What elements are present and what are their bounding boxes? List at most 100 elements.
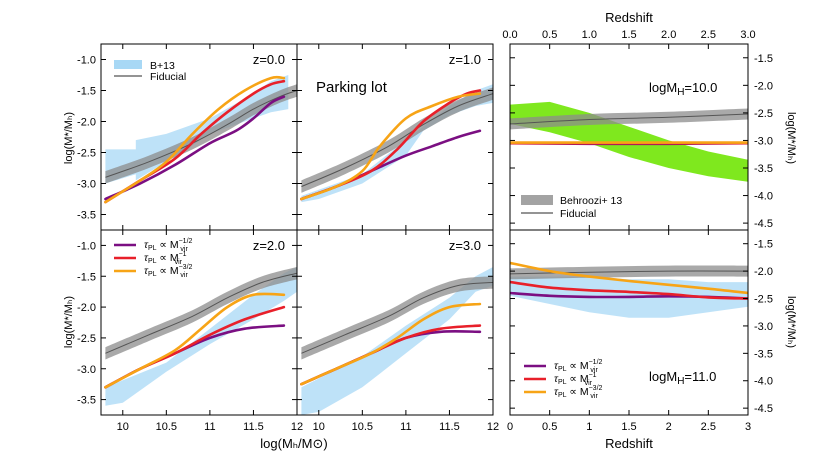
legend-tau-label: τPL ∝ M−1/2 vir [144,238,193,253]
panel-frame [296,229,494,416]
y-tick-label: -3.0 [77,179,96,191]
y-tick-label: -2.0 [77,302,96,314]
y-tick-label: -2.0 [754,266,773,278]
series-line-orange [510,261,748,295]
x-top-tick-label: 1.0 [582,29,597,41]
y-tick-label: -2.5 [754,108,773,120]
legend-behroozi-label: Behroozi+ 13 [560,195,622,207]
x-tick-label: 11 [400,421,411,433]
annotation-text: logM [649,80,677,95]
y-tick-label: -3.0 [77,364,96,376]
y-axis-label-right-bottom: log(M*/Mₕ) [785,296,797,348]
tau-rel: ∝ M [157,252,179,264]
x-axis-label-right-top: Redshift [605,10,653,25]
legend-tau-label: τPL ∝ M−3/2 vir [144,264,193,279]
x-top-tick-label: 2.0 [661,29,676,41]
panel-4-data [510,101,748,182]
panel-0-data [104,75,297,204]
tau-sub: PL [148,258,157,265]
fiducial-line [105,272,297,354]
y-tick-label: -4.0 [754,191,773,203]
series-line-orange [104,292,286,389]
x-tick-label: 0 [507,421,513,433]
panel-annotation: z=0.0 [253,52,285,67]
y-tick-label: -2.5 [754,294,773,306]
x-top-tick-label: 0.0 [502,29,517,41]
tau-exp: −1 [179,251,187,258]
y-axis-label-right-top: log(M*/Mₕ) [785,112,797,164]
fiducial-band [105,267,297,360]
y-tick-label: -2.5 [77,148,96,160]
y-tick-label: -2.5 [77,333,96,345]
legend-fiducial-label: Fiducial [150,71,186,83]
x-top-tick-label: 2.5 [701,29,716,41]
y-tick-label: -1.0 [77,240,96,252]
tau-exp: −3/2 [589,385,603,392]
tau-symbol: τ [144,252,149,264]
series-line-purple [104,95,286,201]
annotation-text: logM [649,369,677,384]
tau-exp: −1/2 [589,359,603,366]
tau-symbol: τ [144,265,149,277]
tau-sub: PL [148,245,157,252]
y-tick-label: -3.5 [754,348,773,360]
y-tick-label: -2.0 [77,117,96,129]
x-tick-label: 1.5 [621,421,636,433]
legend-tau-label: τPL ∝ M−3/2 vir [554,385,603,400]
annotation-value: =10.0 [684,80,717,95]
legend-behroozi-swatch [521,195,553,205]
panel-5-data [510,261,748,318]
tau-symbol: τ [554,373,559,385]
tau-symbol: τ [554,360,559,372]
x-tick-label: 3 [745,421,751,433]
tau-vir: vir [175,259,183,266]
x-axis-label-left: log(Mₕ/M⊙) [260,436,327,451]
panel-frame [509,229,749,416]
legend-tau-label: τPL ∝ M−1/2 vir [554,359,603,374]
series-line-red [510,280,748,300]
x-tick-label: 1 [586,421,592,433]
tau-vir: vir [590,367,598,374]
fiducial-line [301,281,493,354]
x-tick-label: 11.5 [439,421,460,433]
y-axis-label-left-bottom: log(M*/Mₕ) [63,296,75,348]
x-tick-label: 2 [666,421,672,433]
x-tick-label: 12 [291,421,303,433]
b13-band [105,267,297,406]
x-tick-label: 2.5 [701,421,716,433]
panel-1-data [300,84,493,203]
x-tick-label: 10 [313,421,325,433]
tau-sub: PL [148,271,157,278]
tau-exp: −1 [589,372,597,379]
x-axis-label-right: Redshift [605,436,653,451]
x-tick-label: 10.5 [156,421,177,433]
x-tick-label: 11 [204,421,215,433]
parking-lot-label: Parking lot [316,79,388,96]
panel-2-data [104,267,297,406]
x-tick-label: 11.5 [243,421,264,433]
legend-fiducial-label: Fiducial [560,208,596,220]
panel-3-data [300,267,493,415]
tau-exp: −1/2 [179,238,193,245]
y-tick-label: -1.0 [77,55,96,67]
tau-vir: vir [585,380,593,387]
y-tick-label: -1.5 [77,271,96,283]
legend-tau-label: τPL ∝ M−1 vir [144,251,187,266]
tau-sub: PL [558,379,567,386]
x-tick-label: 12 [487,421,499,433]
tau-vir: vir [180,272,188,279]
annotation-sub: H [677,376,684,387]
tau-rel: ∝ M [157,265,179,277]
tau-sub: PL [558,392,567,399]
fiducial-line [105,90,297,178]
series-line-orange [300,302,482,386]
y-tick-label: -4.5 [754,403,773,415]
fiducial-line [510,113,748,125]
tau-rel: ∝ M [157,239,179,251]
y-tick-label: -3.5 [77,395,96,407]
y-tick-label: -3.0 [754,135,773,147]
y-tick-label: -1.5 [77,86,96,98]
x-tick-label: 10 [117,421,129,433]
panel-annotation: z=3.0 [449,238,481,253]
